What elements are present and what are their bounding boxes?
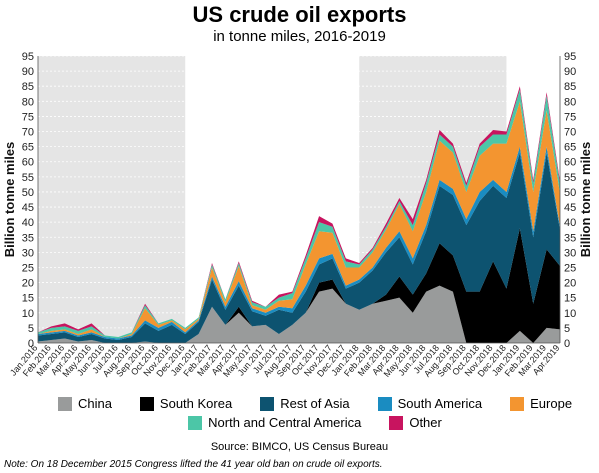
legend-swatch: [57, 396, 72, 411]
y-tick-label-right: 90: [564, 66, 576, 78]
legend-label: Rest of Asia: [280, 396, 350, 411]
area-europe: [38, 101, 560, 339]
y-tick-label-right: 70: [564, 127, 576, 139]
legend-label: South America: [397, 396, 483, 411]
y-tick-label-left: 45: [22, 202, 34, 214]
y-tick-label-left: 75: [22, 111, 34, 123]
y-tick-label-left: 70: [22, 127, 34, 139]
y-tick-label-left: 40: [22, 217, 34, 229]
y-tick-label-right: 60: [564, 157, 576, 169]
chart-title: US crude oil exports: [192, 2, 407, 27]
y-tick-label-left: 95: [22, 51, 34, 63]
legend-swatch: [389, 415, 404, 430]
y-tick-label-right: 80: [564, 96, 576, 108]
legend-label: South Korea: [159, 396, 233, 411]
y-tick-label-left: 30: [22, 247, 34, 259]
y-tick-label-left: 50: [22, 187, 34, 199]
y-tick-label-right: 50: [564, 187, 576, 199]
y-axis-title-left: Billion tonne miles: [2, 142, 17, 258]
y-tick-label-left: 0: [28, 338, 34, 350]
legend-label: Europe: [530, 396, 573, 411]
area-south-america: [38, 146, 560, 340]
y-tick-label-right: 95: [564, 51, 576, 63]
legend-item-other: Other: [389, 415, 442, 430]
legend-swatch: [188, 415, 203, 430]
y-tick-label-right: 25: [564, 262, 576, 274]
y-tick-label-right: 35: [564, 232, 576, 244]
legend-item-north-and-central-america: North and Central America: [188, 415, 361, 430]
y-tick-label-right: 15: [564, 293, 576, 305]
legend-label: Other: [409, 415, 442, 430]
y-tick-label-right: 10: [564, 308, 576, 320]
y-tick-label-right: 45: [564, 202, 576, 214]
y-tick-label-right: 40: [564, 217, 576, 229]
y-tick-label-left: 5: [28, 323, 34, 335]
y-tick-label-right: 30: [564, 247, 576, 259]
y-tick-label-right: 55: [564, 172, 576, 184]
source-text: Source: BIMCO, US Census Bureau: [210, 441, 389, 453]
y-tick-label-right: 0: [564, 338, 570, 350]
legend-swatch: [510, 396, 525, 411]
y-tick-label-left: 35: [22, 232, 34, 244]
y-tick-label-left: 90: [22, 66, 34, 78]
y-tick-label-left: 25: [22, 262, 34, 274]
note-text: Note: On 18 December 2015 Congress lifte…: [4, 459, 383, 470]
legend-label: North and Central America: [208, 415, 362, 430]
legend-swatch: [377, 396, 392, 411]
area-south-korea: [38, 228, 560, 343]
y-tick-label-left: 20: [22, 278, 34, 290]
area-china: [38, 285, 560, 343]
legend-swatch: [260, 396, 275, 411]
legend-item-south-korea: South Korea: [139, 396, 233, 411]
legend-label: China: [77, 396, 112, 411]
y-tick-label-left: 65: [22, 142, 34, 154]
legend-row-1: China South Korea Rest of Asia South Americ…: [30, 396, 599, 411]
shaded-period-1: [38, 56, 186, 343]
y-tick-label-left: 60: [22, 157, 34, 169]
legend: China South Korea Rest of Asia South Americ…: [30, 396, 599, 434]
y-tick-label-right: 5: [564, 323, 570, 335]
y-tick-label-right: 65: [564, 142, 576, 154]
legend-item-china: China: [57, 396, 112, 411]
y-tick-label-left: 10: [22, 308, 34, 320]
y-axis-title-right: Billion tonne miles: [578, 142, 593, 258]
y-tick-label-right: 20: [564, 278, 576, 290]
y-tick-label-left: 80: [22, 96, 34, 108]
chart-subtitle: in tonne miles, 2016-2019: [213, 28, 386, 45]
legend-row-2: North and Central America Other: [30, 415, 599, 430]
legend-item-rest-of-asia: Rest of Asia: [260, 396, 350, 411]
area-rest-of-asia: [38, 152, 560, 343]
y-tick-label-right: 75: [564, 111, 576, 123]
legend-item-europe: Europe: [510, 396, 572, 411]
legend-swatch: [139, 396, 154, 411]
y-tick-label-left: 15: [22, 293, 34, 305]
y-tick-label-left: 85: [22, 81, 34, 93]
legend-item-south-america: South America: [377, 396, 483, 411]
y-tick-label-right: 85: [564, 81, 576, 93]
y-tick-label-left: 55: [22, 172, 34, 184]
